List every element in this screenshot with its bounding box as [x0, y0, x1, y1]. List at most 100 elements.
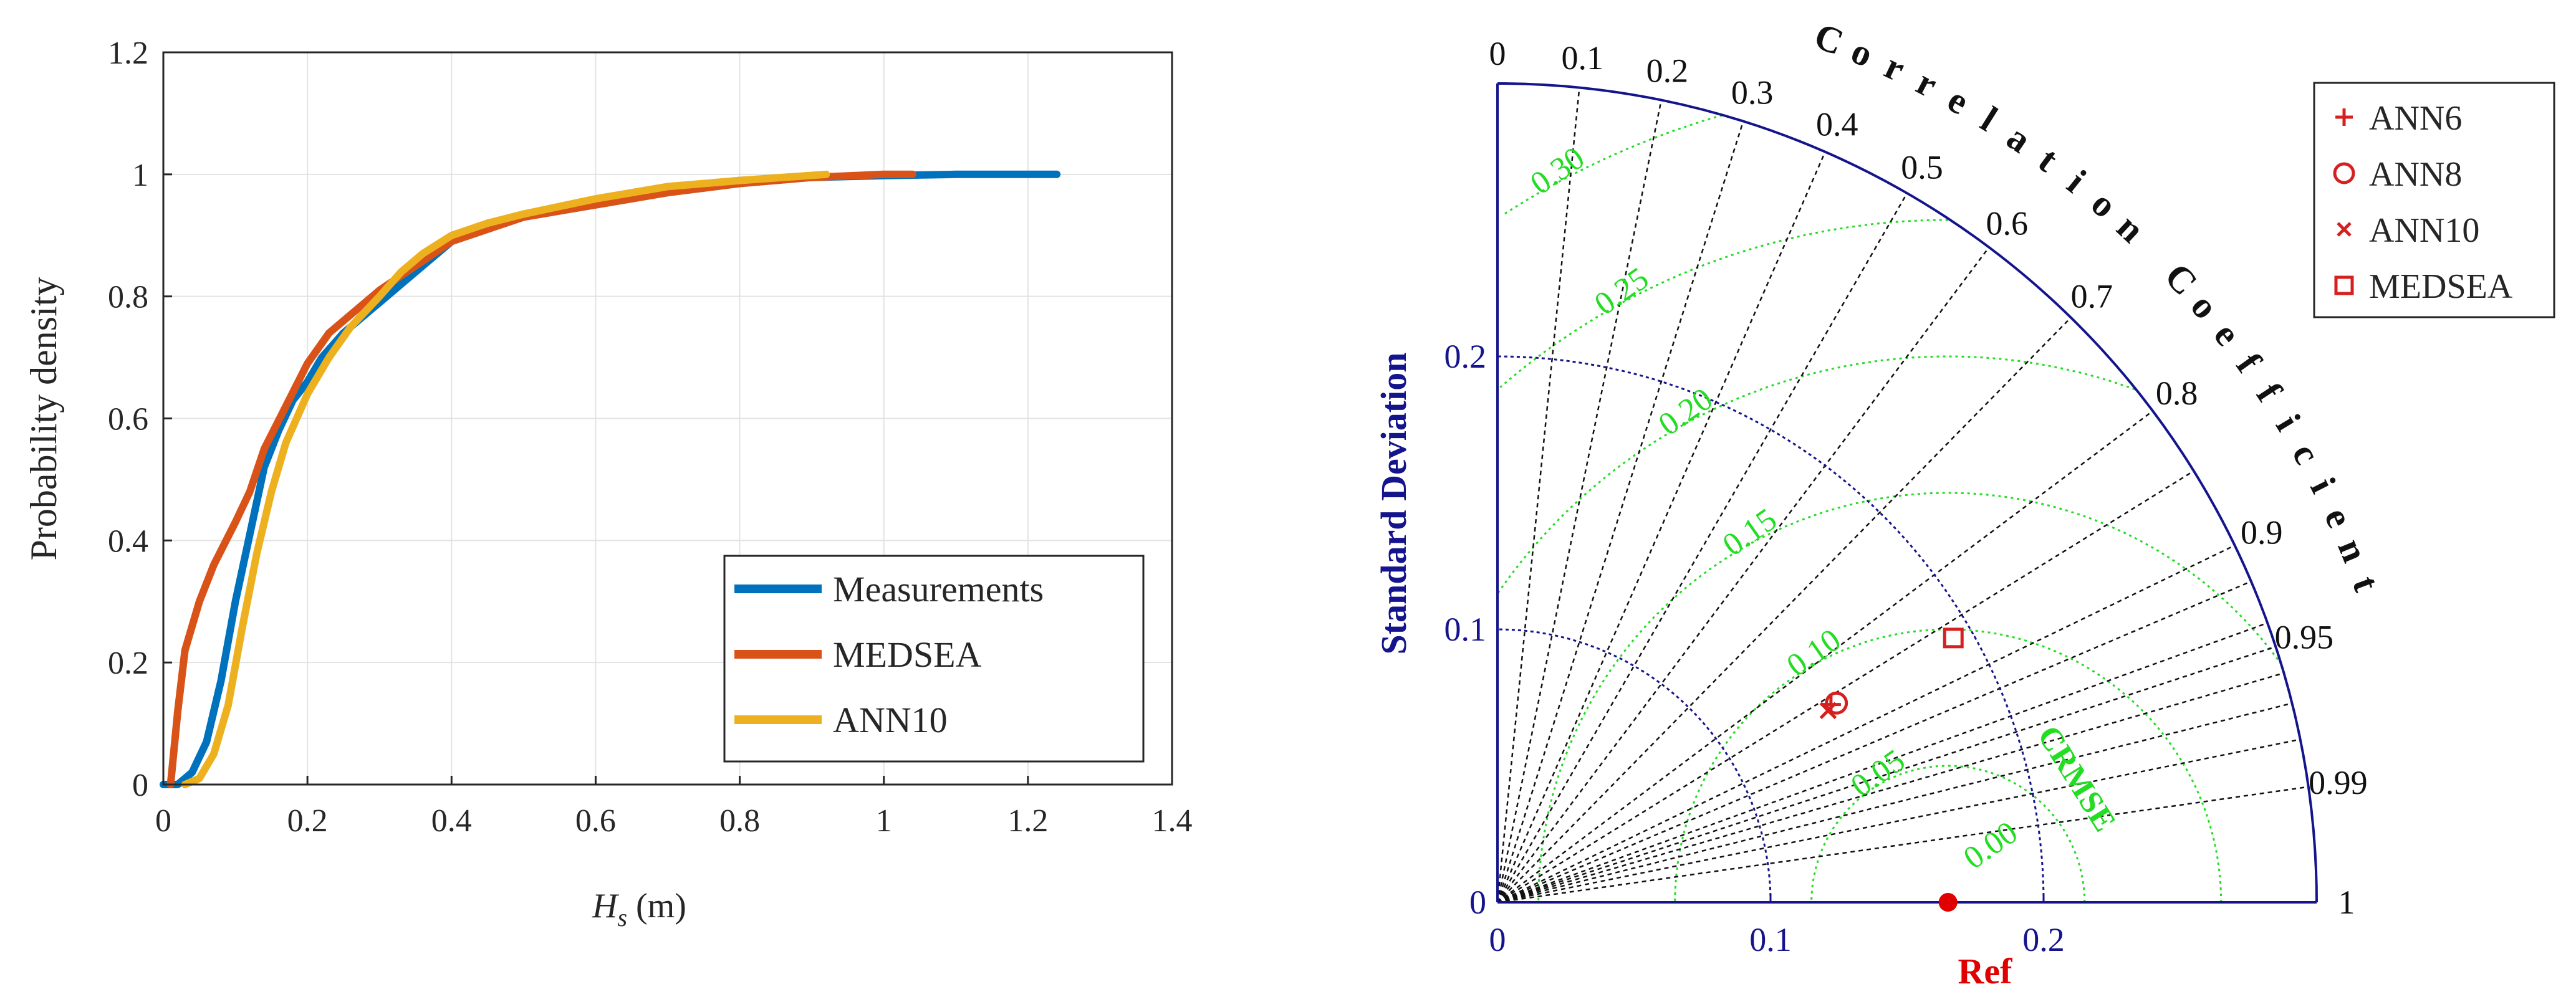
x-label-unit: (m) [636, 887, 686, 925]
corr-tick-label: 0.99 [2309, 764, 2368, 801]
corr-title-char: o [2083, 183, 2125, 226]
y-tick-label: 0.6 [108, 402, 148, 437]
y-tick-label: 0.4 [108, 523, 148, 559]
crmse-tick-label: 0.05 [1845, 743, 1911, 804]
corr-tick-label: 0.1 [1561, 39, 1603, 77]
crmse-contour [1810, 765, 2086, 902]
ref-point [1938, 893, 1958, 912]
corr-title-char: i [2302, 471, 2343, 499]
corr-title-char: e [2317, 501, 2361, 533]
crmse-tick-label: 0.20 [1652, 381, 1719, 443]
y-tick-label: 0.2 [108, 646, 148, 681]
legend-label-measurements: Measurements [833, 569, 1044, 609]
correlation-ray [1496, 247, 1990, 903]
x-tick-label: 0.6 [575, 803, 616, 839]
crmse-tick-label: 0.00 [1957, 814, 2024, 876]
crmse-contour [1497, 355, 2135, 594]
x-tick-label: 1 [876, 803, 892, 839]
std-y-tick-label: 0.2 [1444, 338, 1487, 375]
corr-title-char: a [2000, 117, 2039, 161]
corr-title-char: n [2330, 533, 2376, 568]
y-tick-label: 0 [132, 768, 148, 803]
crmse-contour [1499, 219, 1948, 388]
corr-tick-label: 0.95 [2275, 619, 2334, 656]
std-y-tick-label: 0 [1469, 884, 1486, 921]
corr-tick-label: 0.4 [1816, 106, 1858, 143]
point-ann8 [1825, 691, 1848, 715]
correlation-ray [1497, 702, 2292, 904]
legend-marker-ann6 [2335, 108, 2353, 126]
series-lines [160, 170, 1061, 788]
correlation-ray [1496, 87, 1580, 903]
correlation-ray [1497, 580, 2252, 904]
corr-title-char: t [2345, 571, 2388, 597]
std-axis-label: Standard Deviation [1373, 352, 1414, 654]
corr-title-char: l [1974, 98, 2004, 139]
x-label-symbol: H [592, 887, 619, 925]
corr-tick-label: 0.8 [2156, 375, 2198, 412]
std-arc [1497, 628, 1772, 903]
legend-marker-medsea [2334, 275, 2354, 295]
legend-label-ann8: ANN8 [2369, 155, 2462, 194]
legend-label-ann6: ANN6 [2369, 99, 2462, 138]
correlation-ray [1496, 151, 1826, 903]
corr-title-char: o [1845, 30, 1879, 75]
series-line-medsea [166, 170, 916, 788]
correlation-ray [1496, 121, 1744, 903]
corr-title-char: f [2229, 346, 2270, 381]
correlation-ray [1497, 786, 2309, 904]
x-tick-label: 0.4 [431, 803, 472, 839]
correlation-ray [1497, 470, 2194, 904]
corr-title-char: c [2284, 436, 2328, 470]
x-tick-label: 0.8 [719, 803, 760, 839]
legend-label-ann10: ANN10 [833, 700, 948, 740]
x-tick-label: 0 [155, 803, 171, 839]
y-tick-labels: 0 0.2 0.4 0.6 0.8 1 1.2 [108, 36, 148, 803]
correlation-ray [1497, 545, 2236, 904]
corr-title-char: f [2249, 376, 2290, 409]
taylor-legend-box [2313, 82, 2555, 318]
legend: Measurements MEDSEA ANN10 [723, 555, 1145, 763]
legend-marker-ann10 [2337, 222, 2352, 237]
point-medsea [1943, 627, 1964, 649]
correlation-ray [1497, 622, 2268, 904]
x-tick-label: 0.2 [287, 803, 328, 839]
x-tick-label: 1.4 [1152, 803, 1193, 839]
correlation-ray [1496, 193, 1908, 903]
x-tick-label: 1.2 [1007, 803, 1048, 839]
corr-tick-label: 1 [2338, 884, 2355, 921]
corr-title-char: e [1941, 79, 1976, 122]
corr-title-char: r [1878, 45, 1911, 89]
correlation-ray [1497, 646, 2276, 904]
taylor-legend: ANN6 ANN8 ANN10 MEDSEA [2313, 82, 2555, 318]
corr-tick-label: 0 [1489, 35, 1506, 72]
corr-title-char: i [2060, 162, 2093, 201]
crmse-contours [1497, 114, 2282, 902]
corr-title-char: i [2268, 408, 2309, 438]
cdf-chart: 0 0.2 0.4 0.6 0.8 1 1.2 1.4 0 0.2 0.4 0.6 0.8 1 1.2 H… [23, 36, 1193, 932]
model-points [1819, 627, 1964, 912]
corr-title-char: n [2109, 206, 2153, 250]
y-tick-label: 1 [132, 158, 148, 193]
y-tick-label: 1.2 [108, 36, 148, 71]
corr-title-char: e [2206, 315, 2248, 353]
corr-title-char: r [1910, 61, 1944, 105]
plot-frame [162, 51, 1173, 786]
taylor-axes [1496, 82, 2318, 904]
std-arcs [1497, 355, 2045, 903]
std-x-tick-label: 0.2 [2022, 921, 2065, 958]
outer-arc [1497, 82, 2318, 903]
legend-marker-ann8 [2333, 162, 2355, 184]
corr-title-char: t [2031, 139, 2065, 179]
std-y-tick-label: 0.1 [1444, 611, 1487, 648]
legend-label-ann10: ANN10 [2369, 211, 2479, 250]
corr-title-char: C [2157, 255, 2206, 303]
corr-title-char: C [1809, 15, 1849, 63]
std-x-tick-label: 0 [1489, 921, 1506, 958]
legend-label-medsea: MEDSEA [833, 634, 982, 675]
corr-tick-label: 0.2 [1646, 52, 1689, 90]
correlation-rays [1496, 87, 2309, 904]
correlation-ray [1497, 672, 2284, 904]
corr-tick-label: 0.6 [1986, 204, 2028, 242]
corr-tick-label: 0.9 [2241, 513, 2283, 551]
